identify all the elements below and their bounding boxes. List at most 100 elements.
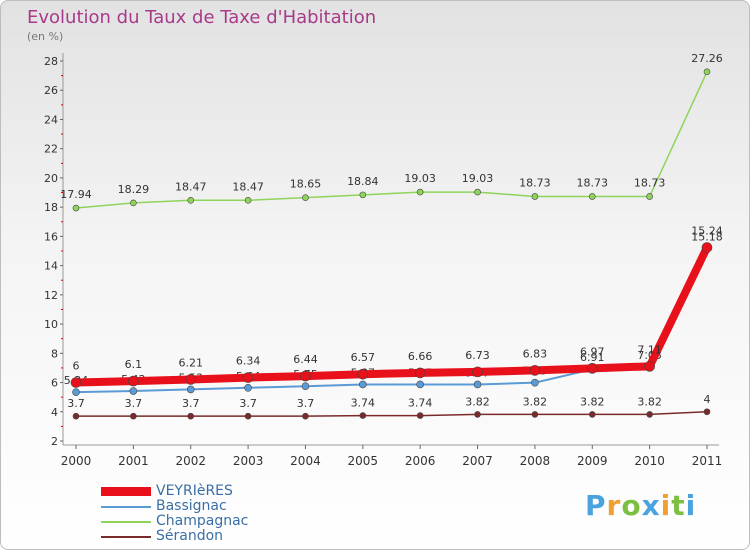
data-point-veyrires: [185, 374, 197, 385]
data-point-bassignac: [72, 388, 80, 396]
data-label-champagnac: 18.73: [634, 176, 666, 189]
data-label-veyrires: 6: [73, 360, 80, 373]
data-label-champagnac: 19.03: [404, 172, 436, 185]
data-label-srandon: 3.7: [239, 397, 257, 410]
data-point-champagnac: [72, 204, 80, 212]
data-point-srandon: [359, 412, 367, 419]
legend-swatch-champagnac: [101, 521, 151, 523]
data-label-srandon: 4: [704, 393, 711, 406]
data-point-srandon: [72, 412, 80, 420]
data-label-veyrires: 6.73: [465, 349, 490, 362]
x-tick-label: 2009: [577, 454, 608, 468]
x-tick-label: 2000: [61, 454, 92, 468]
brand-letter: i: [685, 489, 697, 522]
legend-label-champagnac: Champagnac: [156, 513, 249, 529]
data-label-champagnac: 18.84: [347, 175, 379, 188]
data-point-champagnac: [302, 194, 309, 201]
data-point-champagnac: [359, 191, 367, 199]
y-tick-label: 28: [44, 55, 58, 68]
data-point-champagnac: [646, 193, 653, 200]
data-point-champagnac: [244, 196, 252, 204]
data-point-srandon: [302, 412, 309, 420]
data-point-champagnac: [474, 188, 481, 196]
data-point-srandon: [531, 411, 539, 418]
brand-logo: Proxiti: [585, 489, 696, 522]
data-label-veyrires: 6.83: [523, 347, 548, 360]
data-label-veyrires: 6.1: [125, 358, 143, 371]
data-label-bassignac: 6.91: [580, 351, 605, 364]
legend-label-veyrieres: VEYRIèRES: [156, 483, 233, 499]
data-point-champagnac: [187, 196, 195, 204]
brand-letter: x: [641, 489, 661, 522]
data-label-bassignac: 15.18: [691, 230, 723, 243]
data-label-champagnac: 18.73: [577, 176, 609, 189]
data-label-veyrires: 6.66: [408, 350, 433, 363]
data-point-veyrires: [128, 375, 139, 387]
data-point-bassignac: [531, 378, 539, 387]
data-point-veyrires: [472, 366, 483, 378]
legend-label-serandon: Sérandon: [156, 528, 224, 544]
y-tick-label: 24: [44, 113, 58, 126]
data-point-bassignac: [244, 383, 252, 392]
x-tick-label: 2006: [405, 454, 436, 468]
x-tick-label: 2008: [520, 454, 551, 468]
data-label-champagnac: 18.47: [175, 180, 207, 193]
data-label-srandon: 3.82: [637, 395, 662, 408]
y-tick-label: 12: [44, 289, 58, 302]
x-tick-label: 2002: [175, 454, 206, 468]
data-label-veyrires: 6.34: [236, 355, 261, 368]
data-point-bassignac: [301, 382, 310, 390]
data-label-veyrires: 6.44: [293, 353, 318, 366]
x-tick-label: 2011: [692, 454, 723, 468]
data-point-srandon: [130, 412, 137, 420]
y-tick-label: 8: [51, 347, 58, 360]
data-point-bassignac: [186, 385, 195, 394]
y-tick-label: 20: [44, 172, 58, 185]
x-tick-label: 2010: [634, 454, 665, 468]
data-label-champagnac: 17.94: [60, 188, 92, 201]
data-label-champagnac: 18.29: [118, 183, 150, 196]
data-point-veyrires: [701, 242, 713, 253]
data-label-srandon: 3.7: [297, 397, 315, 410]
data-label-veyrires: 7.11: [637, 343, 662, 356]
data-point-bassignac: [473, 380, 482, 389]
legend-swatch-veyrieres: [101, 487, 151, 496]
data-label-veyrires: 6.21: [178, 356, 203, 369]
data-point-veyrires: [529, 365, 541, 376]
data-point-veyrires: [357, 368, 369, 380]
x-tick-label: 2004: [290, 454, 321, 468]
x-tick-label: 2005: [348, 454, 379, 468]
data-point-srandon: [646, 411, 653, 418]
brand-letter: t: [671, 489, 686, 522]
data-label-srandon: 3.82: [523, 395, 548, 408]
series-line-srandon: [76, 411, 708, 417]
data-label-veyrires: 15.24: [691, 224, 723, 237]
data-point-srandon: [244, 412, 252, 420]
data-label-srandon: 3.7: [182, 397, 200, 410]
y-tick-label: 26: [44, 84, 58, 97]
data-point-srandon: [187, 412, 195, 420]
data-label-srandon: 3.7: [67, 397, 85, 410]
brand-letter: P: [585, 489, 607, 522]
brand-letter: o: [621, 489, 642, 522]
data-point-veyrires: [242, 372, 254, 383]
data-label-champagnac: 27.26: [691, 52, 723, 65]
data-point-veyrires: [70, 377, 82, 388]
data-label-srandon: 3.7: [125, 397, 143, 410]
y-tick-label: 14: [44, 260, 58, 273]
data-point-bassignac: [359, 380, 367, 389]
x-tick-label: 2001: [118, 454, 149, 468]
data-point-veyrires: [586, 363, 598, 374]
data-label-champagnac: 18.65: [290, 178, 322, 191]
y-tick-label: 16: [44, 230, 58, 243]
data-point-veyrires: [300, 370, 311, 382]
data-point-champagnac: [416, 188, 424, 196]
series-line-champagnac: [75, 71, 708, 209]
data-label-srandon: 3.74: [408, 397, 433, 410]
y-tick-label: 6: [51, 377, 58, 390]
data-point-veyrires: [644, 361, 655, 372]
data-point-bassignac: [129, 387, 138, 395]
data-point-champagnac: [703, 68, 711, 76]
